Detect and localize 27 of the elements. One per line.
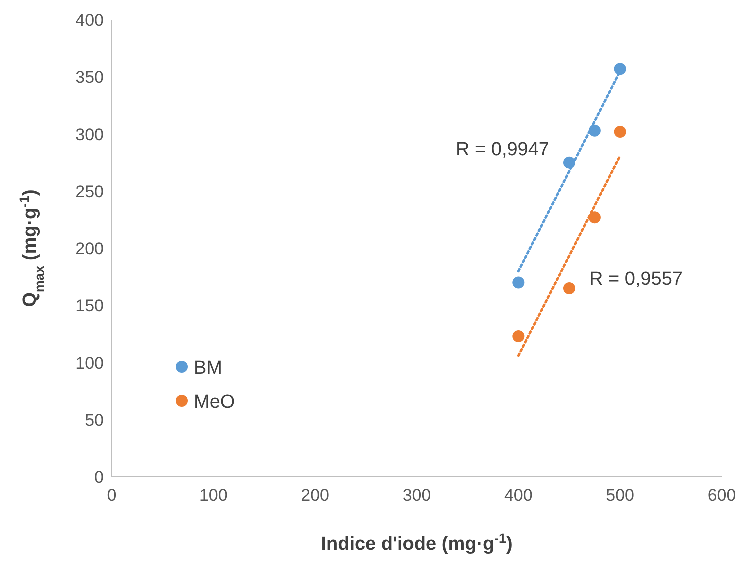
annotation: R = 0,9557 <box>590 268 683 290</box>
x-tick-label: 0 <box>107 486 117 505</box>
x-tick-label: 100 <box>199 486 228 505</box>
legend-label: MeO <box>194 392 236 413</box>
y-tick-label: 300 <box>76 125 104 144</box>
y-tick-label: 400 <box>76 11 104 30</box>
y-tick-label: 200 <box>76 240 104 258</box>
legend-label: BM <box>194 358 222 379</box>
y-tick-label: 100 <box>76 354 104 373</box>
point <box>614 126 626 138</box>
point <box>512 330 525 342</box>
point <box>614 63 626 76</box>
x-tick-label: 200 <box>301 486 330 505</box>
x-tick-label: 300 <box>402 486 432 505</box>
y-tick-label: 350 <box>76 68 104 88</box>
x-tick-label: 400 <box>504 486 533 505</box>
point <box>588 212 601 224</box>
point <box>564 282 576 294</box>
y-tick-label: 50 <box>85 410 104 430</box>
y-tick-label: 150 <box>76 296 104 316</box>
x-tick-label: 600 <box>708 486 736 505</box>
x-tick-label: 500 <box>606 486 635 505</box>
point <box>512 276 525 289</box>
y-tick-label: 0 <box>94 468 104 487</box>
y-tick-label: 250 <box>76 182 104 202</box>
annotation: R = 0,9947 <box>456 139 550 160</box>
x-axis-title: Indice d'iode (mg·g$^{-1}$) <box>321 530 513 555</box>
